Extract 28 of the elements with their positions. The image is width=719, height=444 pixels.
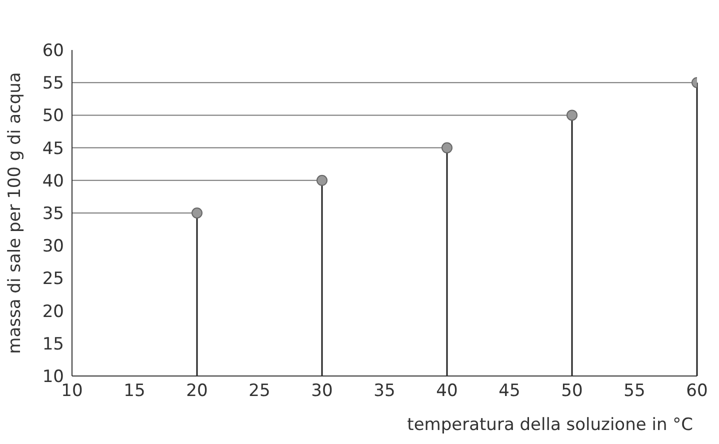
y-tick-label: 20 xyxy=(42,302,64,322)
y-tick-label: 15 xyxy=(42,334,64,354)
x-tick-label: 55 xyxy=(624,381,646,402)
y-tick-label: 25 xyxy=(42,269,64,290)
y-tick-label: 45 xyxy=(42,138,64,159)
x-tick-label: 50 xyxy=(561,381,583,402)
y-axis-title: massa di sale per 100 g di acqua xyxy=(5,72,26,354)
x-axis-title: temperatura della soluzione in °C xyxy=(407,415,693,435)
point xyxy=(442,142,452,154)
y-tick-label: 55 xyxy=(42,74,64,94)
y-tick-label: 10 xyxy=(42,367,64,388)
x-tick-label: 45 xyxy=(498,381,520,402)
y-tick-label: 40 xyxy=(42,171,64,192)
x-tick-label: 35 xyxy=(374,381,396,402)
x-tick-label: 40 xyxy=(436,381,458,402)
point xyxy=(192,208,202,218)
x-tick-label: 30 xyxy=(311,381,333,402)
y-tick-label: 50 xyxy=(42,106,64,126)
x-tick-label: 60 xyxy=(686,381,708,402)
x-tick-label: 15 xyxy=(124,381,146,402)
y-tick-label: 60 xyxy=(42,41,64,62)
x-tick-label: 10 xyxy=(61,381,83,402)
y-tick-label: 35 xyxy=(42,204,64,224)
point xyxy=(316,174,328,186)
point xyxy=(566,110,578,121)
y-tick-label: 30 xyxy=(42,236,64,257)
x-tick-label: 20 xyxy=(186,381,208,402)
x-tick-label: 25 xyxy=(248,381,270,402)
